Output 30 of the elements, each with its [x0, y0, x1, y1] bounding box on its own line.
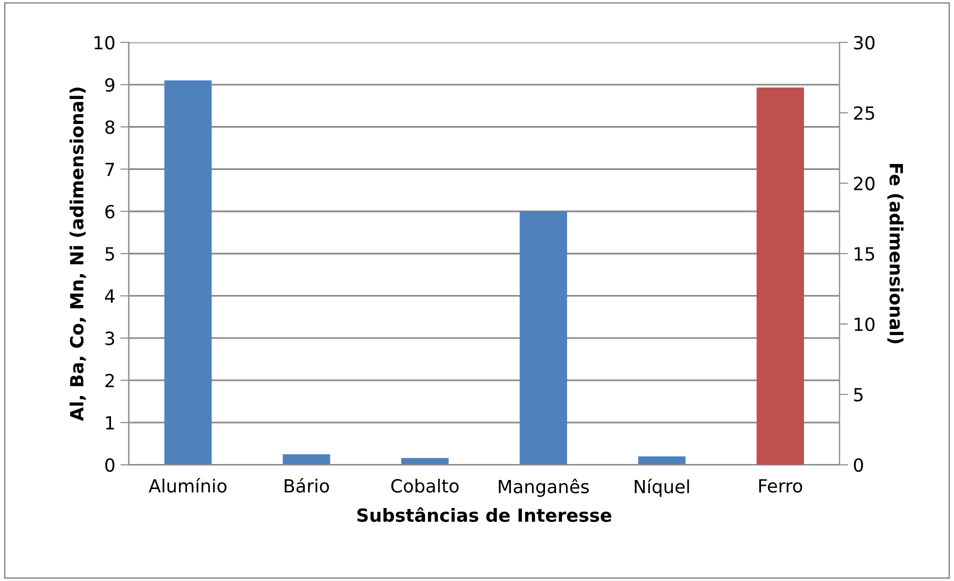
x-tick-label: Manganês	[498, 478, 589, 497]
x-tick-label: Ferro	[759, 479, 802, 493]
bar	[282, 454, 330, 465]
y2-tick-label: 20	[854, 176, 874, 190]
y2-tick-label: 15	[854, 247, 874, 261]
y2-tick-label: 25	[854, 106, 874, 120]
x-axis-title: Substâncias de Interesse	[357, 507, 612, 522]
bar	[164, 80, 212, 465]
bar	[520, 211, 568, 465]
y-tick-label: 8	[105, 120, 114, 134]
y-tick-label: 0	[105, 458, 114, 472]
x-tick-label: Alumínio	[148, 478, 226, 493]
y2-tick-label: 30	[854, 36, 874, 50]
y-tick-label: 5	[106, 247, 114, 261]
y-tick-label: 2	[105, 374, 114, 388]
y2-axis-title: Fe (adimensional)	[887, 164, 904, 344]
y-axis-title: Al, Ba, Co, Mn, Ni (adimensional)	[70, 88, 86, 422]
y-tick-label: 4	[104, 290, 115, 303]
y2-tick-label: 5	[854, 388, 863, 402]
y-tick-label: 7	[106, 162, 114, 176]
x-tick-label: Cobalto	[391, 478, 459, 493]
y-tick-label: 9	[105, 78, 114, 92]
y-tick-label: 3	[105, 332, 114, 346]
y-tick-label: 10	[94, 36, 114, 50]
y2-tick-label: 0	[854, 458, 864, 472]
y2-tick-label: 10	[854, 317, 874, 332]
y-tick-label: 6	[105, 204, 114, 218]
y-tick-label: 1	[106, 416, 114, 430]
x-tick-label: Níquel	[634, 478, 689, 497]
x-tick-label: Bário	[284, 478, 329, 493]
